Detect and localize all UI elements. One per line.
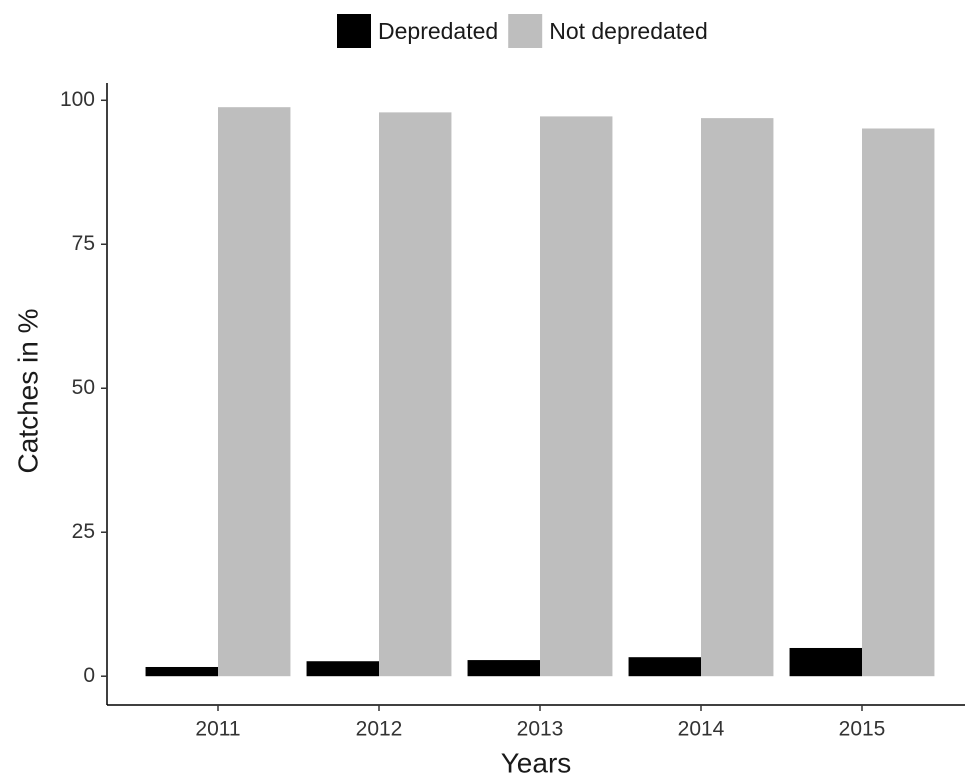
bar [145,666,218,677]
bar [701,118,774,677]
x-axis-title: Years [501,747,572,778]
y-tick-label: 100 [60,88,95,111]
bar [789,647,862,677]
legend-swatch [337,14,371,48]
bar [379,112,452,677]
bar [540,116,613,677]
legend-label: Not depredated [549,18,708,44]
x-tick-label: 2013 [517,718,564,741]
y-tick-label: 25 [72,520,95,543]
y-tick-label: 75 [72,232,95,255]
y-tick-label: 0 [83,664,95,687]
x-tick-label: 2014 [678,718,725,741]
x-tick-label: 2012 [356,718,403,741]
x-tick-label: 2015 [839,718,886,741]
legend-swatch [508,14,543,48]
bar [628,657,701,677]
legend-label: Depredated [378,18,498,44]
bar [306,661,379,677]
y-tick-label: 50 [72,376,95,399]
bar [218,107,291,677]
x-tick-label: 2011 [195,718,240,741]
bar [467,660,540,677]
y-axis-title: Catches in % [12,309,43,474]
bar [862,128,935,677]
